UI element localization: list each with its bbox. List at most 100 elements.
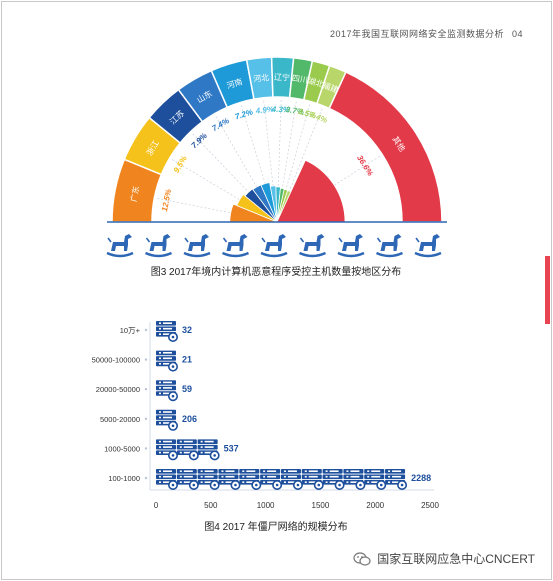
horse-tail: [338, 237, 343, 243]
server-slot: [392, 475, 402, 478]
guide-line: [191, 132, 272, 217]
server-slot: [183, 481, 193, 483]
server-icon: [197, 439, 220, 461]
category-label: 5000-20000: [100, 415, 140, 424]
figure3-chart: 广东 12.5%浙江9.5%江苏7.9%山东7.4%河南7.2%河北4.9%辽宁4…: [107, 56, 447, 223]
server-led: [242, 475, 245, 478]
category-dot: [144, 328, 148, 332]
server-slot: [163, 470, 172, 472]
server-slot: [163, 451, 172, 454]
server-slot: [183, 440, 193, 443]
server-led: [221, 481, 224, 483]
server-badge-dot: [171, 454, 175, 457]
server-slot: [204, 470, 214, 472]
server-slot: [163, 322, 172, 324]
server-badge-dot: [171, 424, 175, 428]
server-led: [200, 470, 203, 472]
x-tick-label: 1500: [312, 501, 330, 510]
side-tab-marker: [545, 256, 550, 324]
server-led: [367, 470, 370, 472]
server-slot: [329, 470, 339, 472]
server-icon: [156, 469, 178, 490]
horse-body: [342, 234, 363, 251]
server-badge-dot: [275, 483, 279, 487]
server-led: [159, 440, 161, 443]
server-led: [388, 475, 391, 478]
guide-line: [156, 197, 270, 221]
server-led: [159, 470, 161, 472]
server-led: [221, 470, 224, 472]
server-slot: [204, 440, 214, 443]
server-led: [179, 451, 182, 454]
x-tick-label: 2500: [421, 501, 439, 510]
server-slot: [204, 446, 214, 448]
server-badge-dot: [379, 483, 383, 487]
horse-body: [419, 234, 440, 251]
server-slot: [287, 470, 297, 472]
server-slot: [163, 392, 172, 395]
server-icon: [343, 469, 366, 490]
server-slot: [350, 481, 360, 483]
server-slot: [267, 481, 277, 483]
guide-line: [279, 107, 323, 215]
server-icon: [218, 469, 241, 490]
server-led: [325, 481, 328, 483]
server-led: [346, 481, 349, 483]
server-slot: [163, 352, 172, 354]
x-tick-label: 2000: [366, 501, 384, 510]
server-led: [221, 475, 224, 478]
server-slot: [246, 475, 256, 478]
rocker: [221, 251, 250, 258]
server-badge-dot: [296, 483, 300, 487]
server-slot: [163, 333, 172, 335]
server-badge-dot: [254, 483, 258, 487]
horse-body: [111, 234, 132, 251]
server-led: [242, 470, 245, 472]
server-led: [367, 481, 370, 483]
wechat-icon: [353, 551, 371, 566]
server-led: [242, 481, 245, 483]
server-slot: [267, 470, 277, 472]
server-icon: [176, 469, 199, 490]
horse-body: [149, 234, 171, 251]
server-led: [200, 481, 203, 483]
category-dot: [144, 447, 148, 450]
category-dot: [144, 358, 148, 361]
horse-tail: [261, 237, 266, 243]
server-icon: [364, 469, 387, 490]
guide-line: [240, 104, 276, 215]
region-label: 广东: [128, 185, 141, 203]
server-led: [159, 446, 161, 448]
value-wedge: [260, 182, 278, 223]
percent-label: 4.3%: [271, 105, 291, 115]
guide-line: [171, 158, 271, 219]
server-led: [283, 470, 286, 472]
percent-label: 36.6%: [355, 154, 375, 178]
server-icon: [197, 469, 220, 490]
percent-label: 3.7%: [285, 105, 304, 117]
rocking-horse-icon: [144, 234, 173, 258]
horse-tail: [222, 237, 228, 243]
server-slot: [204, 481, 214, 483]
x-tick-label: 0: [154, 501, 159, 510]
server-slot: [163, 411, 172, 413]
server-led: [367, 475, 370, 478]
server-led: [159, 322, 161, 324]
server-icon: [156, 321, 178, 342]
server-led: [159, 481, 161, 483]
category-label: 20000-50000: [96, 385, 140, 394]
server-led: [388, 470, 391, 472]
rocker: [414, 251, 442, 258]
category-dot: [144, 476, 148, 480]
server-led: [200, 475, 203, 478]
server-slot: [163, 446, 172, 448]
server-led: [159, 333, 161, 335]
server-icon: [156, 409, 178, 431]
rocking-horse-icon: [375, 234, 404, 258]
percent-label: 3.4%: [308, 110, 328, 125]
server-slot: [163, 363, 172, 365]
server-slot: [392, 470, 402, 472]
guide-line: [276, 99, 282, 215]
rocking-horse-icon: [106, 234, 134, 258]
